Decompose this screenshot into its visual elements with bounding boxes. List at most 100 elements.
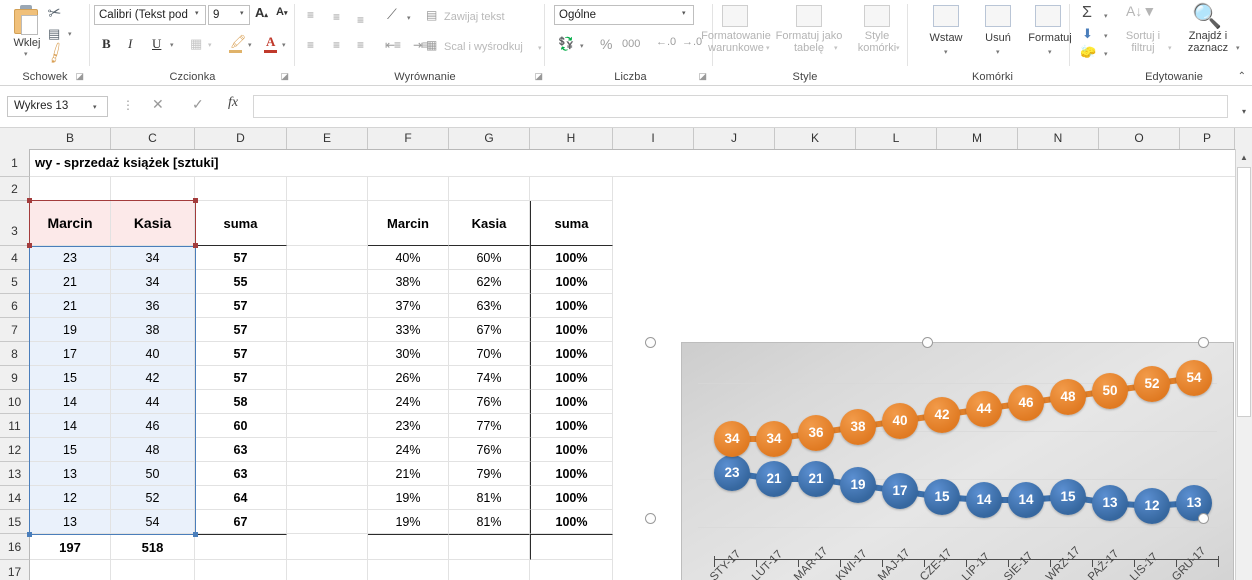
- format-cells-icon[interactable]: [1035, 5, 1061, 27]
- table-cell-percent-kasia[interactable]: 74%: [449, 366, 530, 390]
- increase-indent-icon[interactable]: ⇥≡: [413, 38, 429, 52]
- row-header-9[interactable]: 9: [0, 366, 30, 390]
- cell-B16-total-marcin[interactable]: 197: [30, 534, 111, 560]
- chart-data-point-marcin[interactable]: 15: [1050, 479, 1086, 516]
- cell-B3-header-marcin[interactable]: Marcin: [30, 201, 111, 246]
- increase-font-size-icon[interactable]: A▴: [255, 5, 268, 20]
- cell-G3-header-kasia[interactable]: Kasia: [449, 201, 530, 246]
- cut-icon[interactable]: ✂: [46, 3, 64, 24]
- font-name-dropdown-icon[interactable]: ▾: [195, 10, 199, 17]
- table-cell-units-marcin[interactable]: 15: [30, 366, 111, 390]
- paste-button[interactable]: Wklej: [13, 37, 41, 49]
- column-header-O[interactable]: O: [1099, 128, 1180, 149]
- table-cell-blank[interactable]: [111, 560, 195, 580]
- table-cell-percent-marcin[interactable]: 24%: [368, 390, 449, 414]
- table-cell-units-marcin[interactable]: 13: [30, 510, 111, 534]
- expand-formula-bar-icon[interactable]: ▾: [1241, 107, 1246, 116]
- clipboard-dialog-launcher[interactable]: ◪: [75, 71, 84, 81]
- cell-H16[interactable]: [530, 534, 613, 560]
- chart-resize-handle-ml[interactable]: [645, 513, 656, 524]
- insert-cells-icon[interactable]: [933, 5, 959, 27]
- align-top-icon[interactable]: ≡: [307, 8, 314, 22]
- align-bottom-icon[interactable]: ≡: [357, 13, 364, 27]
- cell-D2[interactable]: [195, 177, 287, 201]
- table-cell-units-marcin[interactable]: 14: [30, 414, 111, 438]
- chart-data-point-kasia[interactable]: 48: [1050, 378, 1086, 415]
- chart-data-point-kasia[interactable]: 44: [966, 390, 1002, 427]
- scrollbar-thumb[interactable]: [1237, 167, 1251, 417]
- table-cell-units-kasia[interactable]: 34: [111, 246, 195, 270]
- borders-icon[interactable]: ▦: [190, 36, 203, 51]
- table-cell-blank[interactable]: [287, 560, 368, 580]
- table-cell-percent-marcin[interactable]: 24%: [368, 438, 449, 462]
- borders-dropdown-icon[interactable]: ▾: [208, 42, 212, 49]
- sort-filter-button[interactable]: Sortuj i filtruj: [1125, 30, 1161, 54]
- cell-H2[interactable]: [530, 177, 613, 201]
- table-cell-units-marcin[interactable]: 21: [30, 294, 111, 318]
- insert-function-icon[interactable]: fx: [228, 95, 239, 110]
- table-cell-percent-kasia[interactable]: 76%: [449, 438, 530, 462]
- chart-data-point-marcin[interactable]: 23: [714, 454, 750, 491]
- column-header-E[interactable]: E: [287, 128, 368, 149]
- table-cell-blank[interactable]: [287, 318, 368, 342]
- row-header-16[interactable]: 16: [0, 534, 30, 560]
- insert-button[interactable]: Wstaw: [929, 32, 963, 44]
- table-cell-percent-suma[interactable]: 100%: [530, 342, 613, 366]
- number-format-select[interactable]: Ogólne: [554, 5, 694, 25]
- cell-H3-header-suma[interactable]: suma: [530, 201, 613, 246]
- table-cell-percent-suma[interactable]: 100%: [530, 510, 613, 534]
- chart-resize-handle-tl[interactable]: [645, 337, 656, 348]
- column-header-L[interactable]: L: [856, 128, 937, 149]
- table-cell-percent-marcin[interactable]: 38%: [368, 270, 449, 294]
- alignment-dialog-launcher[interactable]: ◪: [534, 71, 543, 81]
- underline-dropdown-icon[interactable]: ▾: [170, 42, 174, 49]
- table-cell-units-kasia[interactable]: 38: [111, 318, 195, 342]
- row-header-10[interactable]: 10: [0, 390, 30, 414]
- table-cell-percent-marcin[interactable]: 37%: [368, 294, 449, 318]
- format-as-table-icon[interactable]: [796, 5, 822, 27]
- font-size-input[interactable]: 9: [208, 5, 250, 25]
- table-cell-blank[interactable]: [30, 560, 111, 580]
- italic-button[interactable]: I: [128, 36, 133, 51]
- row-header-8[interactable]: 8: [0, 342, 30, 366]
- selection-handle[interactable]: [193, 243, 198, 248]
- table-cell-percent-marcin[interactable]: 30%: [368, 342, 449, 366]
- font-color-icon[interactable]: A: [266, 34, 276, 49]
- row-header-1[interactable]: 1: [0, 149, 30, 177]
- merge-center-button[interactable]: Scal i wyśrodkuj: [444, 41, 523, 53]
- column-header-K[interactable]: K: [775, 128, 856, 149]
- table-cell-blank[interactable]: [287, 390, 368, 414]
- cell-F3-header-marcin[interactable]: Marcin: [368, 201, 449, 246]
- column-header-F[interactable]: F: [368, 128, 449, 149]
- table-cell-units-suma[interactable]: 57: [195, 342, 287, 366]
- number-format-dropdown-icon[interactable]: ▾: [682, 10, 686, 17]
- column-header-M[interactable]: M: [937, 128, 1018, 149]
- accounting-dropdown-icon[interactable]: ▾: [580, 43, 584, 50]
- table-cell-percent-marcin[interactable]: 19%: [368, 486, 449, 510]
- cell-F2[interactable]: [368, 177, 449, 201]
- chart-data-point-kasia[interactable]: 46: [1008, 384, 1044, 421]
- cell-D16[interactable]: [195, 534, 287, 560]
- table-cell-blank[interactable]: [287, 270, 368, 294]
- table-cell-units-marcin[interactable]: 13: [30, 462, 111, 486]
- table-cell-percent-suma[interactable]: 100%: [530, 366, 613, 390]
- scroll-up-icon[interactable]: ▲: [1236, 149, 1252, 166]
- cell-styles-button[interactable]: Style komórki: [857, 30, 897, 54]
- table-cell-percent-suma[interactable]: 100%: [530, 438, 613, 462]
- conditional-dropdown-icon[interactable]: ▾: [766, 45, 770, 52]
- conditional-formatting-icon[interactable]: [722, 5, 748, 27]
- table-cell-units-kasia[interactable]: 54: [111, 510, 195, 534]
- row-header-5[interactable]: 5: [0, 270, 30, 294]
- fill-icon[interactable]: ⬇: [1082, 26, 1093, 41]
- table-cell-units-kasia[interactable]: 46: [111, 414, 195, 438]
- chart-resize-handle-tc[interactable]: [922, 337, 933, 348]
- chart-resize-handle-tr[interactable]: [1198, 337, 1209, 348]
- cell-E2[interactable]: [287, 177, 368, 201]
- row-header-17[interactable]: 17: [0, 560, 30, 580]
- table-cell-units-kasia[interactable]: 44: [111, 390, 195, 414]
- cell-E3[interactable]: [287, 201, 368, 246]
- font-dialog-launcher[interactable]: ◪: [280, 71, 289, 81]
- align-center-icon[interactable]: ≡: [333, 38, 340, 52]
- fill-dropdown-icon[interactable]: ▾: [1104, 33, 1108, 40]
- table-cell-percent-suma[interactable]: 100%: [530, 294, 613, 318]
